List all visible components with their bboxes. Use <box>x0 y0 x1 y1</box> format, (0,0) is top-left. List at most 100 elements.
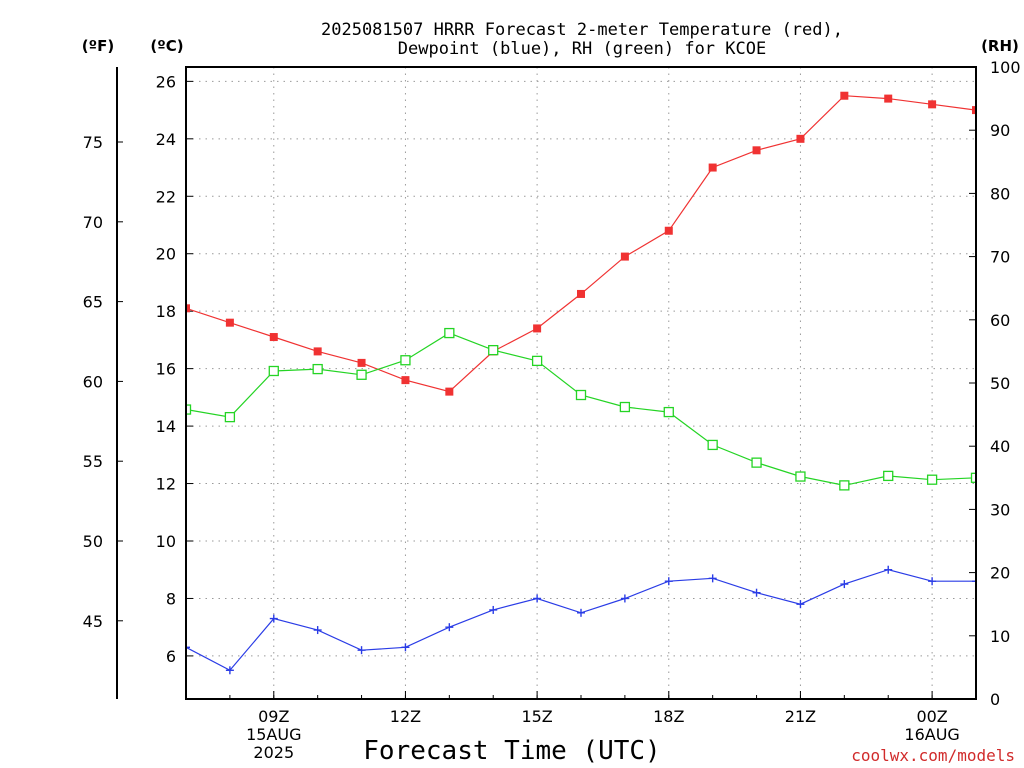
temperature-point <box>186 304 190 313</box>
relative-humidity-point <box>839 480 850 491</box>
celsius-tick-label: 10 <box>156 532 176 551</box>
fahrenheit-tick-label: 60 <box>83 372 103 391</box>
temperature-point <box>928 100 937 109</box>
relative-humidity-point <box>400 355 411 366</box>
x-tick-label: 18Z <box>653 707 684 726</box>
relative-humidity-point <box>356 369 367 380</box>
celsius-axis-unit-label: (ºC) <box>150 37 183 55</box>
relative-humidity-point <box>707 439 718 451</box>
dewpoint-point <box>577 608 585 617</box>
dewpoint-point <box>357 646 366 655</box>
dewpoint-point <box>489 605 498 614</box>
dewpoint-point <box>533 594 542 603</box>
rh-tick-label: 0 <box>990 690 1000 709</box>
rh-axis-unit-label: (RH) <box>981 37 1019 55</box>
celsius-tick-label: 20 <box>156 245 176 264</box>
x-tick-label: 12Z <box>390 707 421 726</box>
relative-humidity-point <box>663 406 674 418</box>
fahrenheit-tick-label: 55 <box>83 452 103 471</box>
temperature-point <box>840 91 849 100</box>
temperature-point <box>577 289 585 298</box>
relative-humidity-point <box>186 404 192 415</box>
celsius-tick-label: 22 <box>156 187 176 206</box>
relative-humidity-point <box>575 389 587 401</box>
temperature-point <box>313 347 322 356</box>
temperature-point <box>620 252 629 261</box>
fahrenheit-tick-label: 45 <box>83 612 103 631</box>
relative-humidity-point <box>970 472 976 483</box>
dewpoint-series <box>186 565 976 675</box>
dewpoint-point <box>620 594 629 603</box>
series-layer <box>186 91 976 675</box>
temperature-point <box>664 226 673 235</box>
temperature-point <box>708 163 717 172</box>
celsius-tick-label: 12 <box>156 475 176 494</box>
x-tick-label: 2025 <box>253 743 294 762</box>
celsius-tick-label: 18 <box>156 302 176 321</box>
fahrenheit-tick-label: 65 <box>83 293 103 312</box>
temperature-series <box>186 91 976 396</box>
dewpoint-point <box>269 614 278 623</box>
fahrenheit-tick-label: 70 <box>83 213 103 232</box>
dewpoint-point <box>928 577 937 586</box>
temperature-point <box>533 324 542 333</box>
temperature-point <box>752 146 761 155</box>
x-tick-label: 15AUG <box>246 725 301 744</box>
celsius-tick-label: 16 <box>156 360 176 379</box>
relative-humidity-point <box>531 355 543 367</box>
celsius-tick-label: 14 <box>156 417 176 436</box>
temperature-point <box>225 318 234 327</box>
celsius-tick-label: 26 <box>156 72 176 91</box>
relative-humidity-point <box>444 327 455 339</box>
relative-humidity-point <box>224 411 236 423</box>
rh-tick-label: 70 <box>990 248 1010 267</box>
x-tick-label: 16AUG <box>904 725 959 744</box>
relative-humidity-point <box>883 470 894 482</box>
temperature-point <box>972 106 976 115</box>
temperature-point <box>401 376 410 385</box>
temperature-point <box>445 387 454 396</box>
dewpoint-point <box>664 577 673 586</box>
grid-layer <box>186 67 976 699</box>
plot-frame <box>185 66 977 700</box>
dewpoint-point <box>445 623 454 632</box>
celsius-tick-label: 8 <box>166 589 176 608</box>
x-axis-label: Forecast Time (UTC) <box>363 736 660 766</box>
relative-humidity-point <box>751 457 762 468</box>
rh-tick-label: 60 <box>990 311 1010 330</box>
celsius-tick-label: 6 <box>166 647 176 666</box>
dewpoint-point <box>884 565 893 574</box>
relative-humidity-series <box>186 327 976 491</box>
x-tick-label: 15Z <box>521 707 552 726</box>
rh-tick-label: 100 <box>990 58 1021 77</box>
relative-humidity-point <box>795 471 806 482</box>
x-tick-label: 09Z <box>258 707 289 726</box>
relative-humidity-point <box>312 363 323 375</box>
fahrenheit-axis-unit-label: (ºF) <box>82 37 114 55</box>
x-tick-label: 00Z <box>916 707 947 726</box>
rh-tick-label: 30 <box>990 500 1010 519</box>
rh-tick-label: 40 <box>990 437 1010 456</box>
relative-humidity-point <box>619 401 631 413</box>
dewpoint-point <box>840 580 849 589</box>
temperature-point <box>269 333 278 342</box>
dewpoint-point <box>401 643 410 652</box>
x-tick-label: 21Z <box>785 707 816 726</box>
dewpoint-point <box>225 666 234 675</box>
temperature-point <box>357 358 366 367</box>
rh-tick-label: 50 <box>990 374 1010 393</box>
chart-title-line-1: 2025081507 HRRR Forecast 2-meter Tempera… <box>321 20 843 40</box>
dewpoint-point <box>186 643 190 652</box>
rh-tick-label: 20 <box>990 564 1010 583</box>
chart-title-line-2: Dewpoint (blue), RH (green) for KCOE <box>398 39 766 59</box>
credit-text: coolwx.com/models <box>851 746 1015 765</box>
dewpoint-point <box>708 574 717 583</box>
rh-tick-label: 10 <box>990 627 1010 646</box>
fahrenheit-tick-label: 50 <box>83 532 103 551</box>
relative-humidity-point <box>268 365 279 377</box>
relative-humidity-point <box>926 474 938 485</box>
temperature-point <box>884 94 893 103</box>
dewpoint-point <box>796 600 805 609</box>
dewpoint-point <box>313 626 322 635</box>
